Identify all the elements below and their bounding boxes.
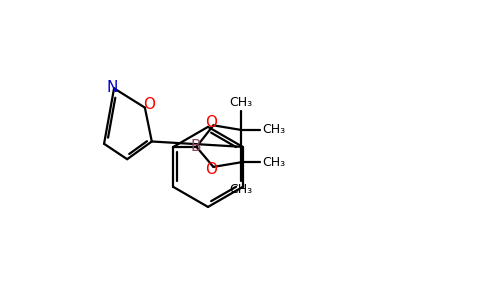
- Text: B: B: [190, 140, 201, 154]
- Text: O: O: [205, 115, 217, 130]
- Text: CH₃: CH₃: [262, 156, 285, 169]
- Text: CH₃: CH₃: [262, 123, 285, 136]
- Text: CH₃: CH₃: [229, 183, 253, 196]
- Text: O: O: [205, 163, 217, 178]
- Text: CH₃: CH₃: [229, 96, 253, 109]
- Text: N: N: [107, 80, 118, 95]
- Text: O: O: [143, 97, 155, 112]
